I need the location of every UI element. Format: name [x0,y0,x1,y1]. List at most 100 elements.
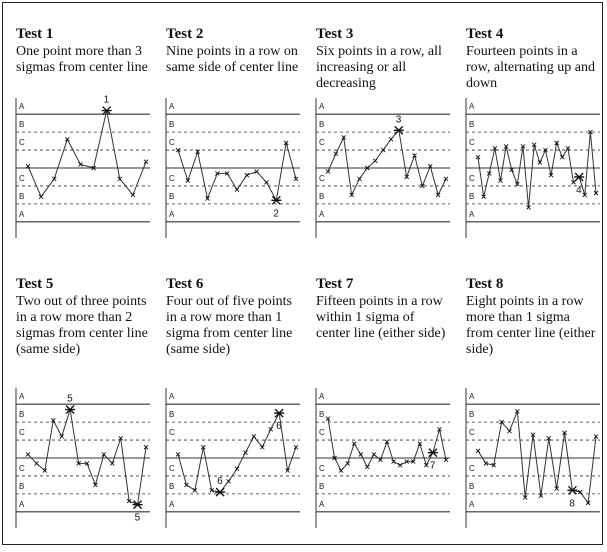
test-title: Test 4 [466,26,504,42]
test-panel-7: Test 7 Fifteen points in a row within 1 s… [302,252,450,528]
zone-label-b: B [169,120,174,129]
data-point [410,459,416,464]
data-point [25,452,31,457]
zone-label-a: A [319,210,325,219]
test-description: Four out of five points in a row more th… [166,294,293,357]
data-point [200,444,206,450]
data-point [25,163,31,169]
data-point [205,196,210,201]
test-description: Two out of three points in a row more th… [16,294,148,357]
test-panel-1: Test 1 One point more than 3 sigmas from … [2,2,150,272]
data-point [548,172,554,178]
test-panel-8: Test 8 Eight points in a row more than 1 … [452,252,600,528]
data-point [571,180,576,185]
series-line [477,411,597,505]
test-title: Test 7 [316,276,354,292]
test-marker-label: 4 [576,185,582,196]
test-description: Nine points in a row on same side of cen… [166,44,299,75]
data-point [577,489,583,495]
flagged-point [393,125,404,135]
data-point [101,452,107,457]
zone-label-c: C [319,428,325,437]
data-point [259,444,265,450]
data-point [51,176,57,182]
data-point [515,409,520,414]
test-marker-label: 1 [104,95,110,106]
data-point [420,183,425,189]
data-point [499,419,504,425]
data-point [50,417,56,423]
zone-label-b: B [319,482,324,491]
test-marker-label: 6 [217,476,223,487]
data-point [593,190,599,196]
data-point [443,176,449,182]
data-point [215,171,220,176]
series-line [327,129,447,197]
zone-label-a: A [169,210,175,219]
test-marker-label: 8 [569,498,575,509]
zone-label-b: B [469,410,474,419]
data-point [234,187,240,192]
zone-label-c: C [319,138,325,147]
test-title: Test 6 [166,276,204,292]
data-point [293,176,299,182]
data-point [285,468,290,473]
data-point [130,192,136,198]
data-point [185,178,191,183]
test-panel-4: Test 4 Fourteen points in a row, alternat… [452,2,600,272]
data-point [264,180,269,185]
data-point [234,466,240,472]
data-point [522,495,528,500]
zone-label-c: C [19,464,25,473]
flagged-point [132,500,143,510]
data-point [338,468,344,473]
zone-label-b: B [169,192,174,201]
zone-label-c: C [19,138,25,147]
zone-label-a: A [319,500,325,509]
flagged-point [65,405,76,415]
test-panel-3: Test 3 Six points in a row, all increasin… [302,2,450,272]
test-description: Eight points in a row more than 1 sigma … [466,294,596,357]
data-point [437,426,442,432]
data-point [365,464,370,470]
data-point [332,455,337,461]
data-point [481,194,486,200]
zone-label-c: C [19,428,25,437]
zone-label-a: A [469,392,475,401]
data-point [84,461,90,466]
flagged-point [215,487,226,497]
test-title: Test 3 [316,26,354,42]
zone-label-c: C [169,428,175,437]
data-point [585,500,591,506]
data-point [588,129,593,135]
zone-label-a: A [169,102,175,111]
data-point [117,176,123,182]
flagged-point [427,448,438,458]
zone-label-a: A [19,102,25,111]
data-point [184,482,189,488]
data-point [175,452,181,457]
zone-label-c: C [469,428,475,437]
data-point [498,178,503,183]
data-point [349,192,354,198]
zone-label-a: A [169,392,175,401]
test-title: Test 1 [16,26,54,42]
data-point [224,171,230,176]
data-point [537,160,543,165]
data-point [325,416,331,421]
zone-label-b: B [319,192,324,201]
data-point [143,159,149,165]
zone-label-b: B [169,482,174,491]
data-point [209,487,215,493]
data-point [565,145,571,151]
zone-label-b: B [469,192,474,201]
flagged-point [574,172,585,182]
data-point [254,169,259,174]
data-point [492,145,498,151]
zone-label-c: C [319,464,325,473]
data-point [365,165,370,171]
